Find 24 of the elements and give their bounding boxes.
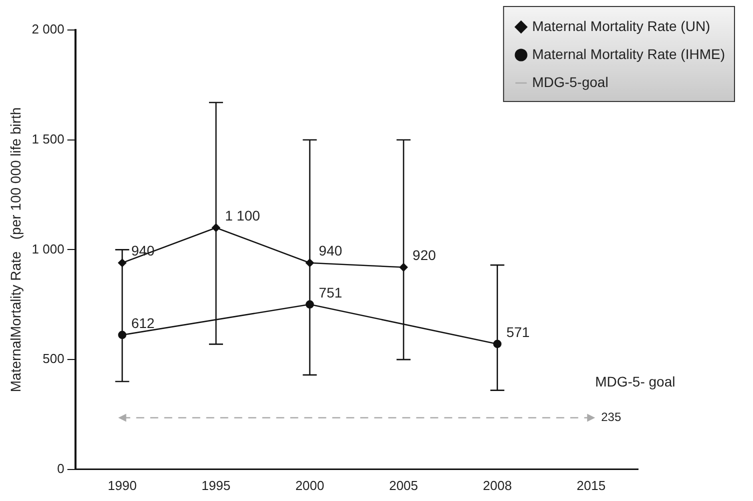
data-label: 571 [506,324,530,340]
annotation: MDG-5- goal [595,374,676,390]
y-tick-label: 1 500 [32,131,64,146]
data-label: 751 [318,284,342,300]
data-label: 1 100 [225,208,260,224]
x-tick-label: 2005 [389,478,418,493]
data-label: 940 [131,242,155,259]
x-tick-label: 2000 [295,478,324,493]
data-label: 940 [318,242,342,259]
legend-label: Maternal Mortality Rate (UN) [532,18,710,34]
y-tick-label: 2 000 [32,22,64,37]
x-tick-label: 2015 [576,478,606,493]
x-tick-label: 1995 [202,478,230,493]
data-label: 612 [131,314,155,331]
annotation: 235 [601,410,622,424]
legend-label: Maternal Mortality Rate (IHME) [532,46,726,62]
y-tick-label: 0 [57,460,64,476]
y-tick-label: 1 000 [32,241,64,256]
y-axis-title: MaternalMortality Rate (per 100 000 life birth [7,107,24,392]
x-tick-label: 2008 [482,478,512,493]
legend-label: MDG-5-goal [532,74,608,90]
y-tick-label: 500 [42,351,64,366]
x-tick-label: 1990 [108,478,137,493]
data-label: 920 [412,247,436,264]
